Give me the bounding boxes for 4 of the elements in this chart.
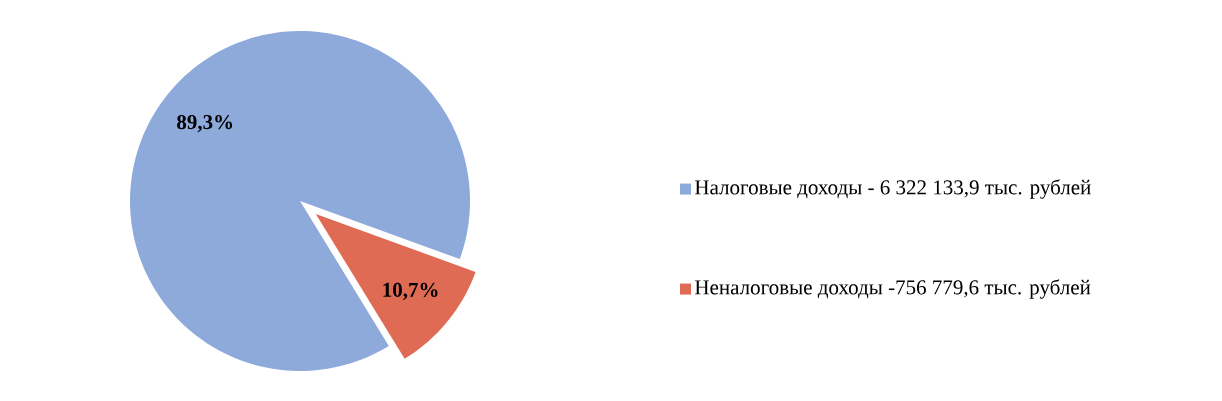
data-label: 10,7%: [383, 282, 438, 300]
legend-label: Неналоговые доходы -756 779,6 тыс. рублей: [695, 279, 1091, 299]
data-label: 89,3%: [177, 114, 233, 133]
legend-label: Налоговые доходы - 6 322 133,9 тыс. рублей: [695, 179, 1091, 199]
